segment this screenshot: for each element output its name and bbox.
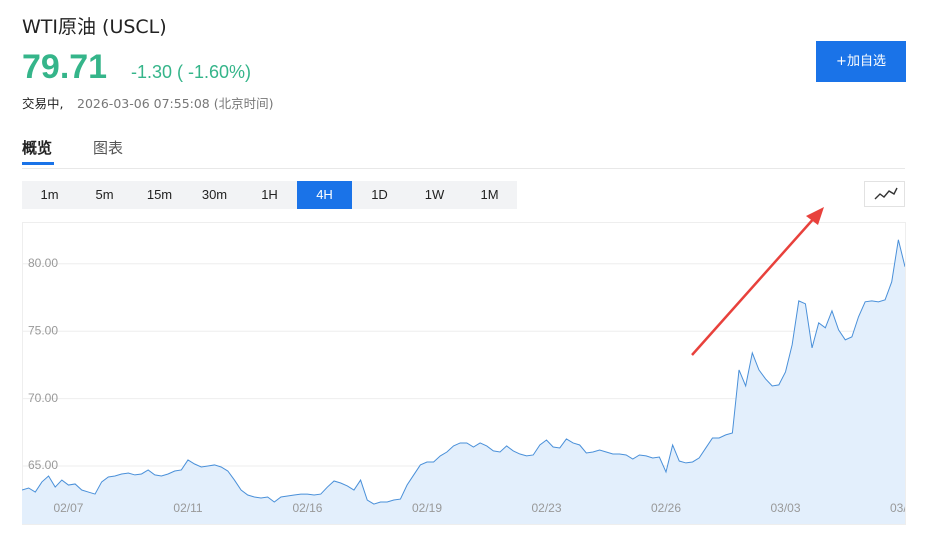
x-tick-label: 03/06 — [890, 501, 920, 515]
title: WTI原油 (USCL) — [22, 16, 167, 38]
period-button[interactable]: 1W — [424, 187, 445, 202]
period-button[interactable]: 1D — [371, 187, 388, 202]
chart-icon — [874, 187, 898, 200]
x-tick-label: 02/26 — [651, 501, 681, 515]
x-tick-label: 03/03 — [770, 501, 800, 515]
price: 79.71 — [22, 48, 108, 86]
period-bar: 1m 5m 15m 30m 1H 4H 1D 1W 1M — [22, 181, 517, 209]
add-watchlist-button[interactable]: +加自选 — [816, 41, 906, 82]
divider — [22, 168, 905, 169]
period-button[interactable]: 1H — [261, 187, 278, 202]
y-tick-label: 65.00 — [28, 458, 58, 472]
x-tick-label: 02/23 — [531, 501, 561, 515]
period-button[interactable]: 1M — [480, 187, 499, 202]
x-tick-label: 02/11 — [173, 501, 202, 515]
status: 交易中, — [22, 96, 64, 111]
x-tick-label: 02/07 — [53, 501, 83, 515]
tab-indicator — [22, 162, 54, 165]
y-tick-label: 70.00 — [28, 391, 58, 405]
price-line — [22, 239, 905, 505]
annotation-arrow — [691, 207, 824, 356]
chart-type-button[interactable] — [864, 181, 905, 207]
timestamp: 2026-03-06 07:55:08 (北京时间) — [77, 96, 274, 111]
tab[interactable]: 图表 — [93, 139, 124, 157]
area-fill — [22, 239, 905, 524]
plot: 65.00 70.00 75.00 80.00 02/07 02/11 02/16 02/19… — [22, 239, 920, 524]
period-button[interactable]: 30m — [201, 187, 228, 202]
change: -1.30 ( -1.60%) — [131, 62, 252, 82]
period-button[interactable]: 5m — [95, 187, 114, 202]
chart-frame — [22, 222, 906, 525]
x-tick-label: 02/19 — [412, 501, 442, 515]
y-tick-label: 75.00 — [28, 323, 58, 337]
period-button[interactable]: 15m — [146, 187, 173, 202]
tab[interactable]: 概览 — [22, 139, 53, 157]
y-tick-label: 80.00 — [28, 256, 58, 270]
period-button[interactable]: 4H — [297, 181, 352, 209]
x-tick-label: 02/16 — [292, 501, 322, 515]
period-button[interactable]: 1m — [40, 187, 59, 202]
